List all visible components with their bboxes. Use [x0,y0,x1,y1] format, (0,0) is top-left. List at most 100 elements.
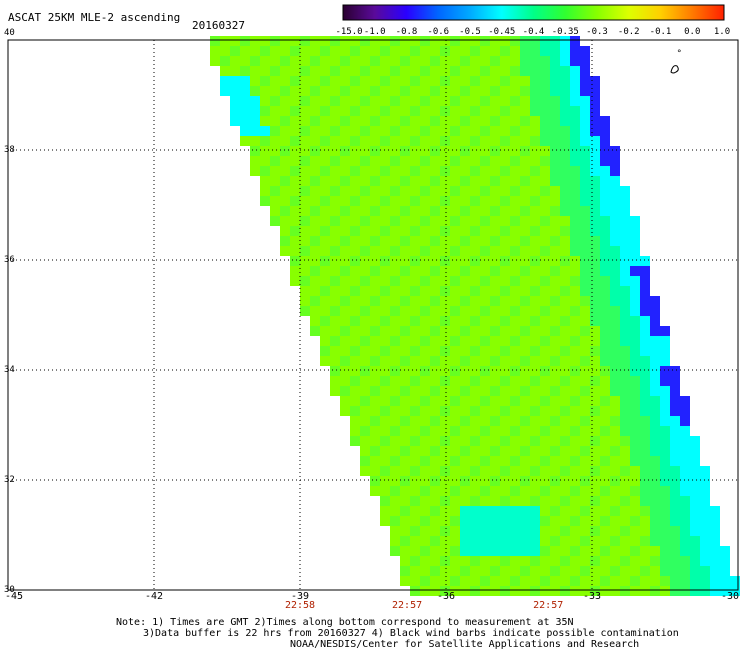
swath-cell [350,376,360,386]
swath-cell [550,146,560,156]
swath-cell [500,96,510,106]
swath-cell [680,426,690,436]
swath-cell [470,556,480,566]
swath-cell [310,296,320,306]
swath-cell [290,86,300,96]
swath-cell [560,576,570,586]
swath-cell [240,76,250,86]
swath-cell [490,516,500,526]
swath-cell [320,166,330,176]
swath-cell [370,226,380,236]
swath-cell [400,366,410,376]
swath-cell [420,96,430,106]
swath-cell [620,426,630,436]
swath-cell [320,186,330,196]
colorbar-label: -0.1 [649,27,672,37]
swath-cell [500,516,510,526]
swath-cell [550,366,560,376]
swath-cell [330,246,340,256]
swath-cell [240,96,250,106]
swath-cell [630,526,640,536]
swath-cell [340,216,350,226]
swath-cell [440,106,450,116]
swath-cell [690,526,700,536]
swath-cell [420,246,430,256]
swath-cell [400,436,410,446]
swath-cell [450,266,460,276]
swath-cell [660,426,670,436]
swath-cell [370,106,380,116]
swath-cell [620,526,630,536]
swath-cell [470,166,480,176]
swath-cell [690,586,700,596]
swath-cell [630,336,640,346]
swath-cell [630,416,640,426]
swath-cell [520,36,530,46]
swath-cell [650,496,660,506]
swath-cell [580,506,590,516]
swath-cell [270,66,280,76]
swath-cell [330,66,340,76]
swath-cell [340,296,350,306]
swath-cell [590,346,600,356]
swath-cell [540,586,550,596]
swath-cell [340,326,350,336]
swath-cell [420,316,430,326]
swath-cell [670,396,680,406]
swath-cell [410,196,420,206]
swath-cell [450,436,460,446]
swath-cell [610,196,620,206]
swath-cell [510,296,520,306]
swath-cell [640,316,650,326]
swath-cell [350,116,360,126]
swath-cell [550,576,560,586]
swath-cell [440,306,450,316]
swath-cell [300,66,310,76]
swath-cell [510,356,520,366]
swath-cell [630,506,640,516]
swath-cell [400,96,410,106]
swath-cell [490,496,500,506]
swath-cell [550,46,560,56]
swath-cell [320,246,330,256]
swath-cell [440,496,450,506]
swath-cell [500,196,510,206]
swath-cell [520,516,530,526]
swath-cell [380,186,390,196]
swath-cell [270,176,280,186]
swath-cell [280,106,290,116]
swath-cell [670,436,680,446]
swath-cell [530,536,540,546]
swath-cell [420,436,430,446]
swath-cell [610,346,620,356]
swath-cell [510,116,520,126]
swath-cell [490,326,500,336]
swath-cell [560,566,570,576]
swath-cell [360,426,370,436]
swath-cell [440,276,450,286]
swath-cell [600,296,610,306]
swath-cell [580,256,590,266]
swath-cell [450,166,460,176]
swath-cell [460,96,470,106]
swath-cell [540,496,550,506]
swath-cell [520,166,530,176]
swath-cell [630,236,640,246]
swath-cell [510,426,520,436]
swath-cell [370,476,380,486]
swath-cell [370,66,380,76]
swath-cell [550,136,560,146]
swath-cell [240,126,250,136]
swath-cell [540,396,550,406]
swath-cell [480,186,490,196]
swath-cell [400,196,410,206]
swath-cell [380,146,390,156]
swath-cell [530,566,540,576]
swath-cell [260,196,270,206]
swath-cell [370,156,380,166]
swath-cell [440,206,450,216]
swath-cell [500,216,510,226]
swath-cell [460,106,470,116]
swath-cell [600,556,610,566]
swath-cell [560,376,570,386]
